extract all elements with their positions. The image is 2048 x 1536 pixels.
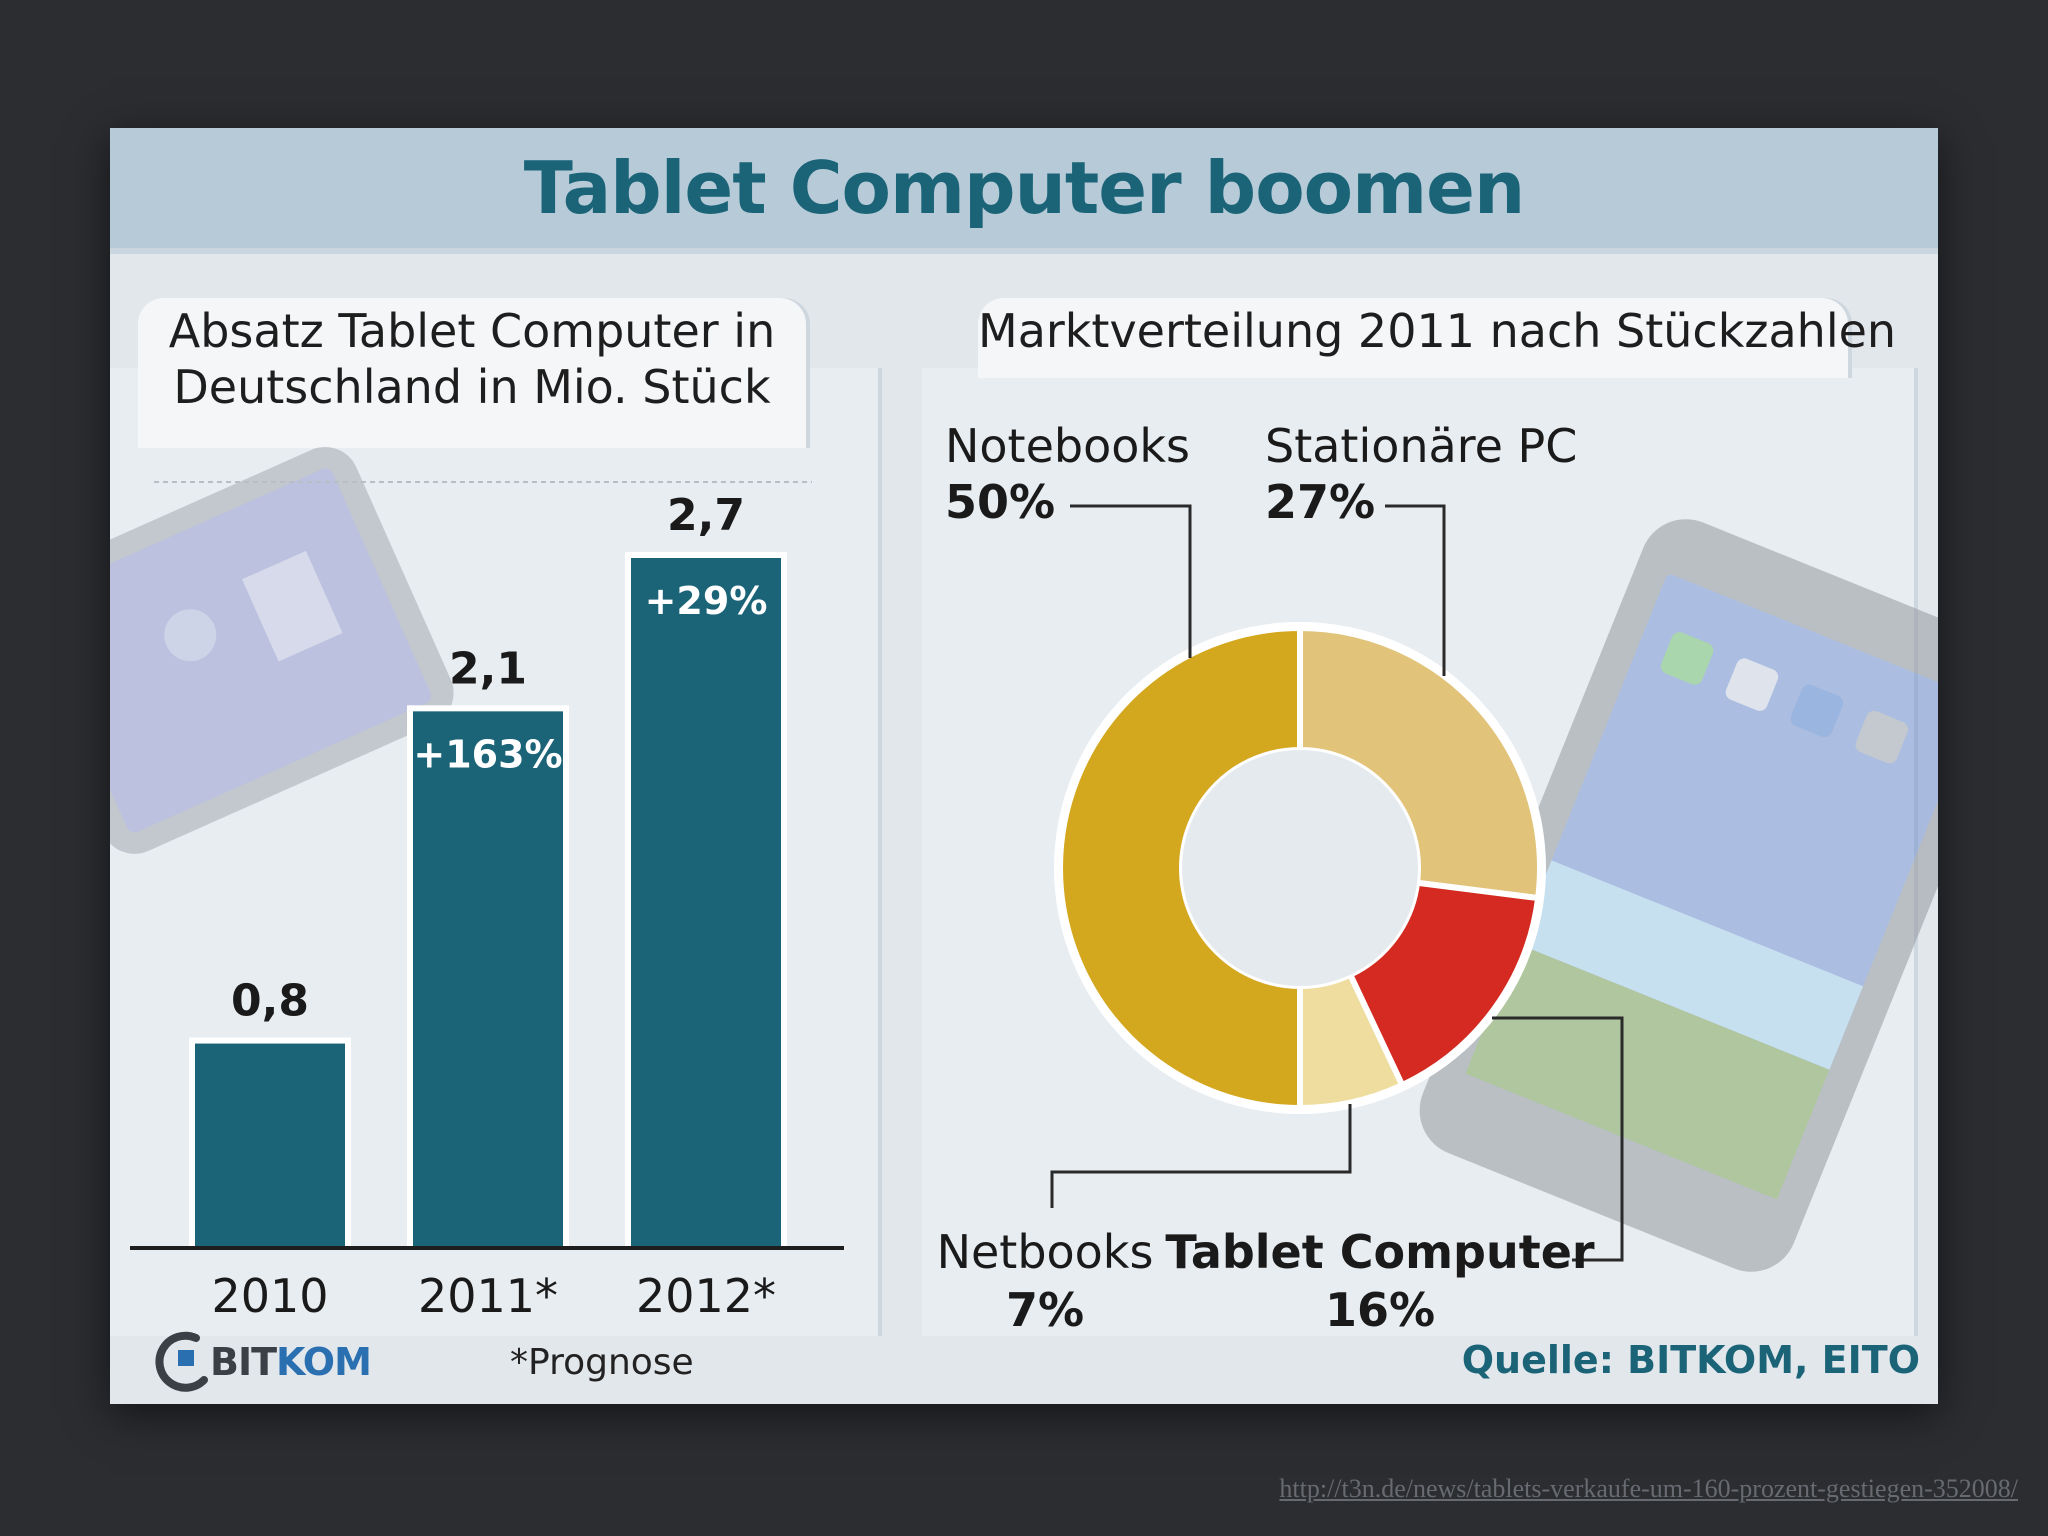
bar-growth-label: +29%: [645, 579, 768, 623]
bar-chart: 0,8 2010 2,1 +163% 2011* 2,7 +29% 2012*: [189, 490, 787, 1323]
bar: [413, 711, 563, 1248]
bar-chart-heading-tab: [138, 298, 806, 448]
slice-name-label: Stationäre PC: [1265, 419, 1577, 473]
bar: [631, 558, 781, 1248]
tablet-illustration-right: [1419, 519, 1938, 1272]
bar-chart-heading-line-1: Absatz Tablet Computer in: [168, 304, 776, 358]
bar-category-label: 2012*: [636, 1269, 776, 1323]
slice-value-label: 16%: [1325, 1283, 1435, 1337]
bitkom-logo-text: BITKOM: [210, 1340, 372, 1384]
slice-name-label: Notebooks: [945, 419, 1190, 473]
slice-name-label: Netbooks: [937, 1225, 1154, 1279]
donut-hole: [1182, 750, 1418, 986]
slice-value-label: 27%: [1265, 475, 1375, 529]
bitkom-logo: BITKOM: [152, 1326, 392, 1396]
bar-category-label: 2010: [211, 1269, 328, 1323]
slice-value-label: 7%: [1006, 1283, 1084, 1337]
slice-leader-line: [1050, 1104, 1352, 1208]
chart-title: Tablet Computer boomen: [523, 146, 1525, 230]
bar-value-label: 2,1: [449, 643, 527, 694]
bar-value-label: 2,7: [667, 490, 745, 541]
forecast-footnote: *Prognose: [510, 1342, 694, 1383]
donut-chart-heading: Marktverteilung 2011 nach Stückzahlen: [978, 304, 1897, 358]
slice-leader-line: [1385, 504, 1446, 676]
infographic: Tablet Computer boomen Absatz Tablet Com…: [110, 128, 1938, 1404]
slice-leader-line: [1070, 504, 1192, 658]
bar-growth-label: +163%: [413, 732, 562, 776]
charts-canvas: 0,8 2010 2,1 +163% 2011* 2,7 +29% 2012* Noteboo…: [110, 419, 1938, 1337]
bar-category-label: 2011*: [418, 1269, 558, 1323]
slice-name-label: Tablet Computer: [1165, 1225, 1595, 1279]
source-url-link[interactable]: http://t3n.de/news/tablets-verkaufe-um-1…: [1279, 1474, 2018, 1503]
donut-chart-heading-tab: [978, 298, 1848, 378]
bar-value-label: 0,8: [231, 976, 309, 1027]
tablet-illustration-left: [110, 446, 454, 854]
slice-value-label: 50%: [945, 475, 1055, 529]
bar: [195, 1043, 345, 1248]
title-bar: [110, 128, 1938, 254]
bitkom-logo-icon: [155, 1331, 208, 1392]
source-note: Quelle: BITKOM, EITO: [1461, 1338, 1920, 1382]
bar-chart-heading-line-2: Deutschland in Mio. Stück: [173, 360, 771, 414]
slice-leader-line: [1492, 1016, 1624, 1262]
